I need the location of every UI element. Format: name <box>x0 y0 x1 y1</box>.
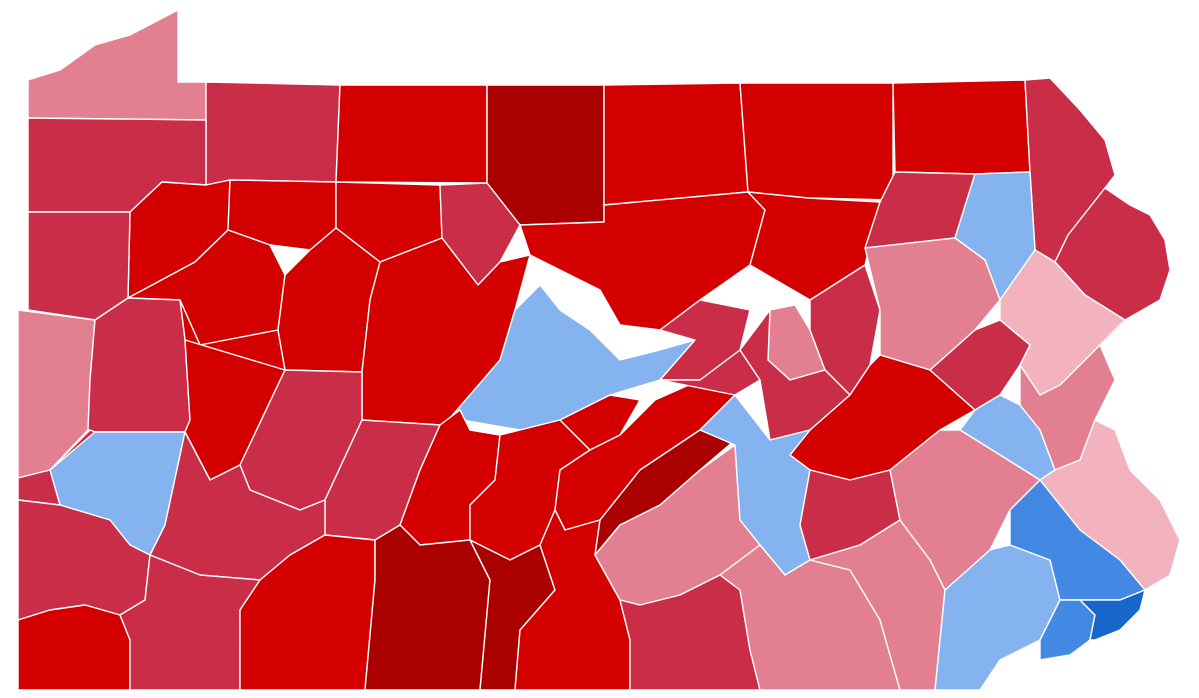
county-philadelphia <box>1079 589 1146 641</box>
county-greene <box>17 604 131 691</box>
county-mifflin <box>559 394 641 451</box>
county-warren <box>205 81 341 186</box>
county-northumberland <box>739 309 851 441</box>
county-tioga <box>603 82 749 206</box>
county-bedford <box>364 524 491 691</box>
county-potter <box>486 84 605 226</box>
county-bradford <box>739 82 894 201</box>
county-mckean <box>335 84 488 184</box>
county-butler <box>87 297 191 433</box>
county-susquehanna <box>892 79 1031 175</box>
county-erie <box>27 9 207 121</box>
county-mercer <box>27 211 131 321</box>
county-fayette <box>119 554 261 691</box>
